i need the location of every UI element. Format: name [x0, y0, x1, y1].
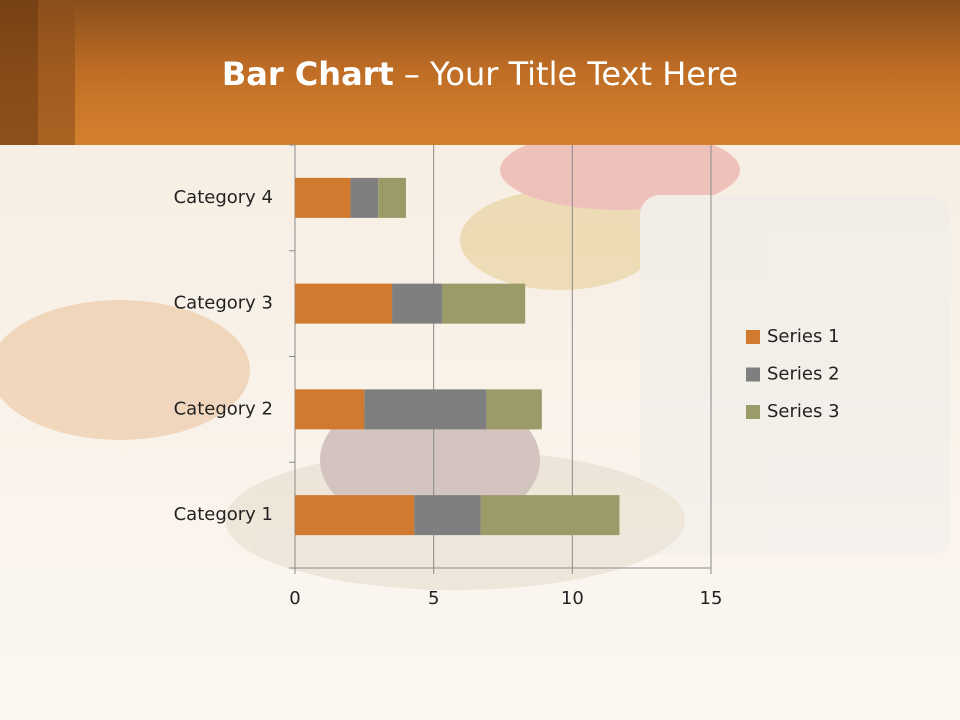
title-bold: Bar Chart — [222, 55, 394, 93]
legend-label: Series 3 — [767, 401, 840, 422]
title-rest: – Your Title Text Here — [404, 55, 738, 93]
legend-label: Series 1 — [767, 326, 840, 347]
header-band — [0, 0, 960, 145]
x-tick-label: 10 — [561, 588, 584, 609]
legend-label: Series 2 — [767, 364, 840, 385]
bar — [480, 495, 620, 536]
chart-title: Bar Chart – Your Title Text Here — [222, 55, 738, 93]
header-strip — [38, 0, 75, 145]
bar — [392, 283, 442, 324]
bar — [295, 389, 365, 430]
x-tick-label: 5 — [428, 588, 439, 609]
x-tick-label: 0 — [289, 588, 300, 609]
header-strip — [0, 0, 38, 145]
y-tick-label: Category 3 — [174, 293, 273, 314]
y-tick-label: Category 4 — [174, 187, 273, 208]
bar — [295, 495, 415, 536]
y-tick-label: Category 2 — [174, 398, 273, 419]
bar — [441, 283, 526, 324]
legend-swatch — [746, 330, 760, 344]
legend-swatch — [746, 367, 760, 382]
bar — [378, 177, 406, 218]
bar — [295, 177, 351, 218]
bar — [414, 495, 481, 536]
bar — [350, 177, 379, 218]
legend-swatch — [746, 405, 760, 419]
bar — [364, 389, 487, 430]
y-tick-label: Category 1 — [174, 504, 273, 525]
x-tick-label: 15 — [700, 588, 723, 609]
bar — [295, 283, 393, 324]
bar — [486, 389, 542, 430]
